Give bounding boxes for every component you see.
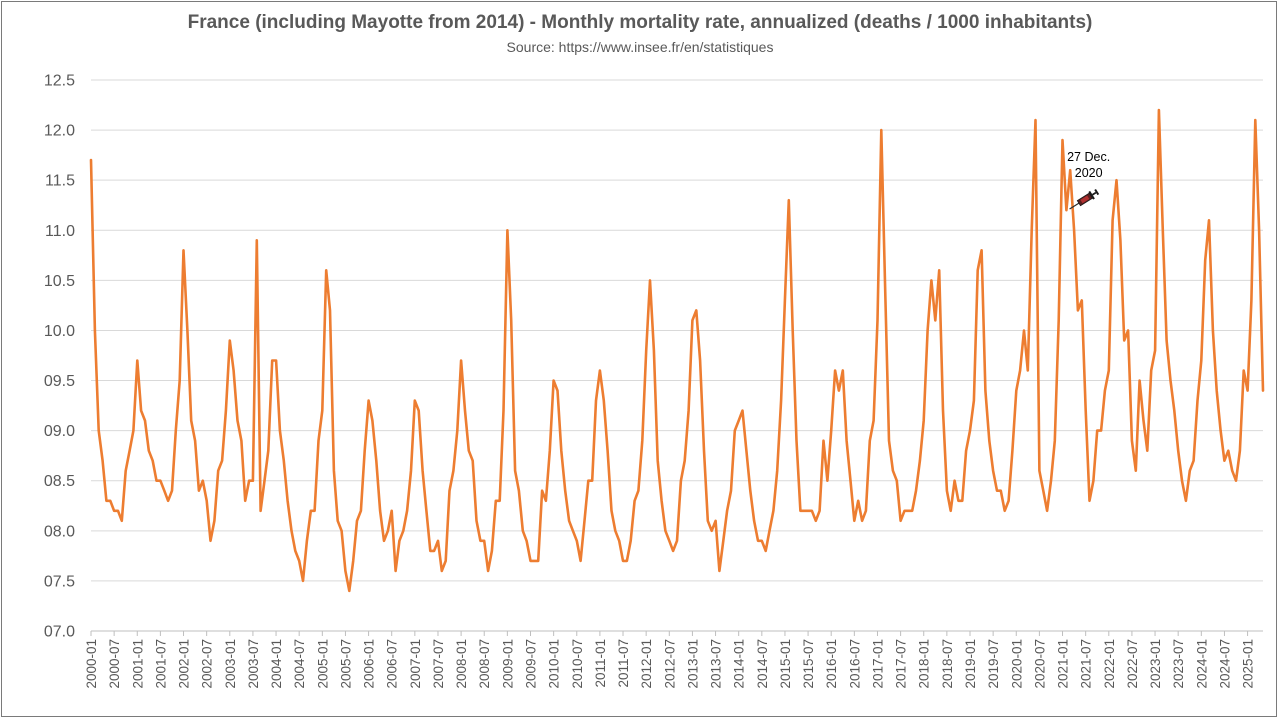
x-tick-label: 2012-01 [639, 639, 654, 689]
x-tick-label: 2003-01 [223, 639, 238, 689]
x-tick-label: 2003-07 [246, 639, 261, 689]
x-tick-label: 2009-01 [500, 639, 515, 689]
y-tick-label: 12.5 [44, 73, 75, 90]
x-tick-label: 2009-07 [524, 639, 539, 689]
y-tick-label: 08.0 [44, 523, 75, 540]
chart-subtitle: Source: https://www.insee.fr/en/statisti… [506, 39, 774, 55]
x-tick-label: 2019-01 [963, 639, 978, 689]
syringe-icon [1069, 188, 1100, 210]
x-tick-label: 2022-01 [1102, 639, 1117, 689]
x-tick-label: 2008-07 [477, 639, 492, 689]
y-tick-label: 10.0 [44, 323, 75, 340]
y-tick-label: 11.5 [45, 173, 75, 190]
x-tick-label: 2011-07 [616, 639, 631, 688]
y-tick-label: 10.5 [44, 273, 75, 290]
x-tick-label: 2020-01 [1009, 639, 1024, 689]
x-tick-label: 2021-01 [1056, 639, 1071, 689]
x-tick-label: 2018-01 [917, 639, 932, 689]
y-tick-label: 08.5 [44, 473, 75, 490]
x-tick-label: 2018-07 [940, 639, 955, 689]
x-tick-label: 2020-07 [1032, 639, 1047, 689]
x-tick-label: 2024-01 [1194, 639, 1209, 689]
x-tick-label: 2013-01 [685, 639, 700, 689]
x-tick-label: 2004-01 [269, 639, 284, 689]
chart-title: France (including Mayotte from 2014) - M… [187, 12, 1093, 33]
annotation-label: 27 Dec. [1067, 150, 1110, 164]
x-tick-label: 2000-01 [84, 639, 99, 689]
data-series-line [89, 108, 1265, 593]
x-tick-label: 2021-07 [1079, 639, 1094, 689]
x-tick-label: 2014-01 [732, 639, 747, 689]
x-tick-label: 2025-01 [1241, 639, 1256, 689]
x-tick-label: 2014-07 [755, 639, 770, 689]
x-tick-label: 2016-07 [847, 639, 862, 689]
x-tick-label: 2024-07 [1217, 639, 1232, 689]
x-tick-label: 2007-01 [408, 639, 423, 689]
x-tick-label: 2015-07 [801, 639, 816, 689]
x-tick-label: 2002-01 [177, 639, 192, 689]
y-tick-label: 07.5 [44, 573, 75, 590]
x-tick-label: 2010-01 [547, 639, 562, 689]
x-tick-label: 2008-01 [454, 639, 469, 689]
x-tick-label: 2016-01 [824, 639, 839, 689]
x-tick-label: 2010-07 [570, 639, 585, 689]
x-tick-label: 2006-07 [385, 639, 400, 689]
x-tick-label: 2005-01 [315, 639, 330, 689]
y-tick-label: 12.0 [44, 123, 75, 140]
x-tick-label: 2001-01 [130, 639, 145, 689]
x-tick-label: 2011-01 [593, 639, 608, 688]
x-tick-label: 2019-07 [986, 639, 1001, 689]
x-tick-label: 2007-07 [431, 639, 446, 689]
x-tick-label: 2001-07 [153, 639, 168, 689]
x-tick-label: 2004-07 [292, 639, 307, 689]
x-tick-label: 2022-07 [1125, 639, 1140, 689]
x-tick-label: 2023-07 [1171, 639, 1186, 689]
x-tick-label: 2017-07 [894, 639, 909, 689]
x-tick-label: 2012-07 [662, 639, 677, 689]
x-tick-label: 2013-07 [709, 639, 724, 689]
x-tick-label: 2006-01 [362, 639, 377, 689]
x-tick-label: 2000-07 [107, 639, 122, 689]
x-tick-label: 2017-01 [870, 639, 885, 689]
y-tick-label: 07.0 [44, 624, 75, 641]
y-tick-label: 11.0 [45, 223, 75, 240]
x-tick-label: 2015-01 [778, 639, 793, 689]
y-tick-label: 09.5 [44, 373, 75, 390]
y-tick-label: 09.0 [44, 423, 75, 440]
x-tick-label: 2023-01 [1148, 639, 1163, 689]
annotation-label: 2020 [1075, 166, 1103, 180]
x-tick-label: 2002-07 [200, 639, 215, 689]
x-tick-label: 2005-07 [338, 639, 353, 689]
